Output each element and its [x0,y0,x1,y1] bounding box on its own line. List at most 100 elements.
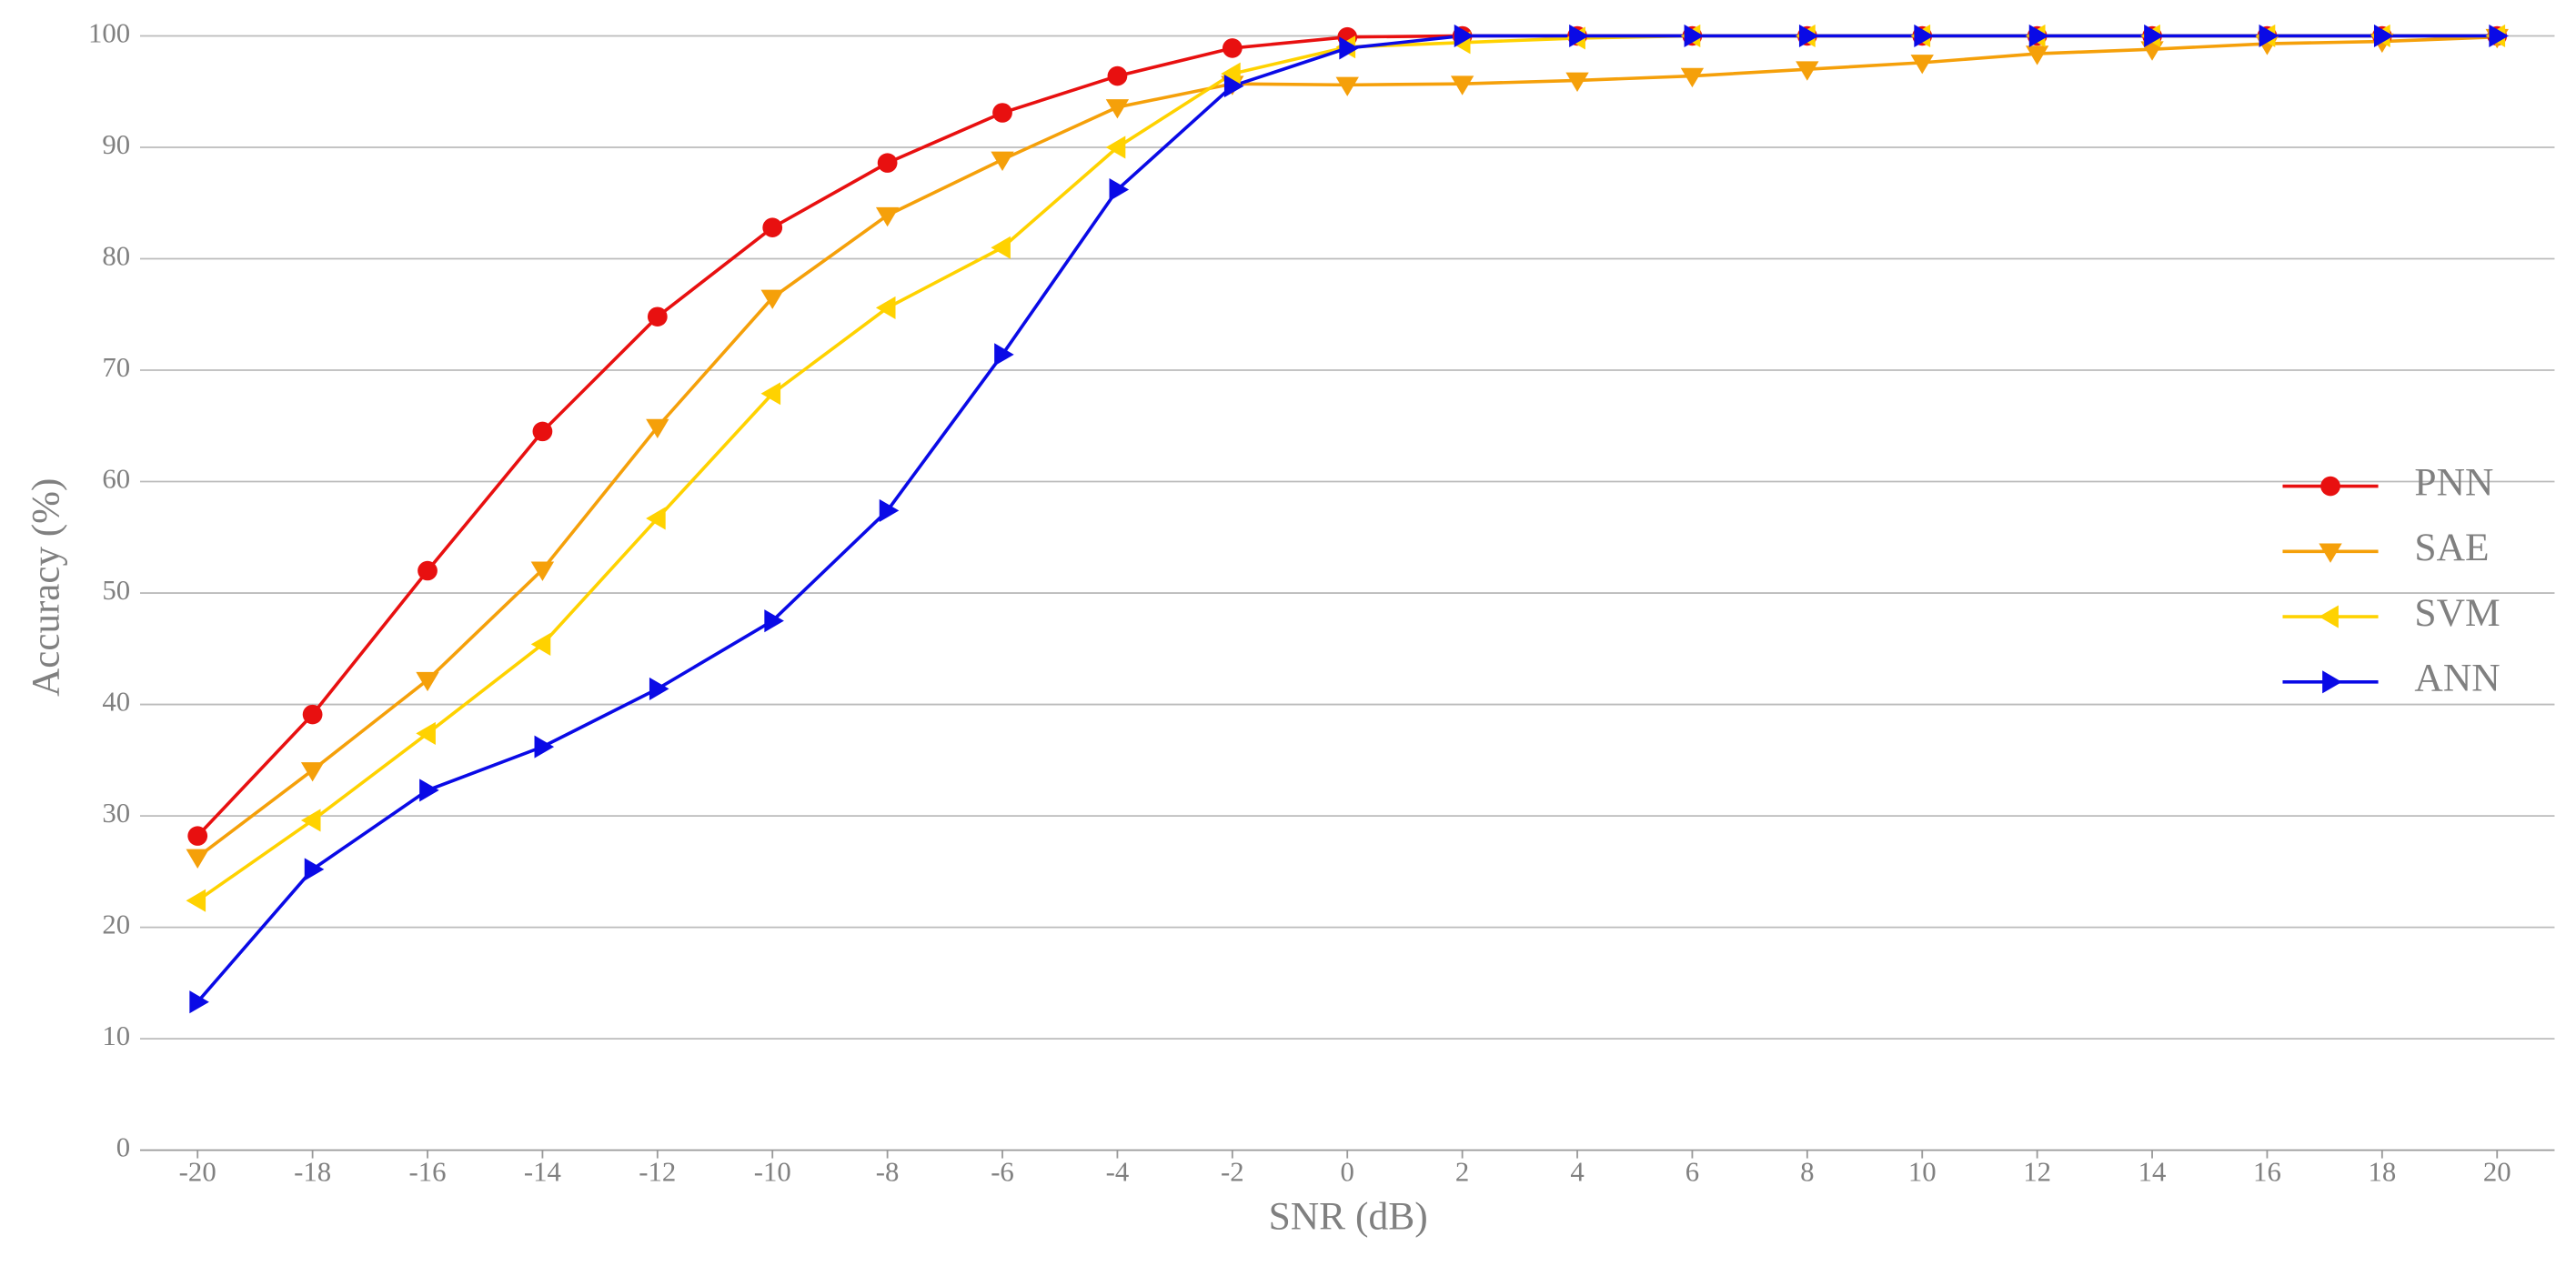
series-line [196,35,2498,859]
data-point [764,609,784,633]
x-tick-label: 10 [1908,1157,1937,1188]
x-tick-label: 6 [1685,1157,1699,1188]
x-tick-label: 2 [1455,1157,1469,1188]
data-point [2373,24,2394,48]
legend-marker [2319,605,2339,628]
data-point [1109,177,1130,202]
x-tick-label: -10 [754,1157,791,1188]
data-point [1105,136,1126,159]
x-tick-label: 14 [2138,1157,2167,1188]
x-axis-title: SNR (dB) [1269,1195,1428,1239]
y-tick-label: 80 [102,241,130,272]
legend-label: PNN [2414,461,2493,505]
x-tick-label: 12 [2023,1157,2051,1188]
data-point [991,236,1011,259]
x-tick-label: 18 [2368,1157,2396,1188]
data-point [1454,24,1474,48]
legend-marker [2322,670,2342,694]
data-point [1335,76,1359,96]
data-point [991,151,1014,172]
data-point [1221,62,1241,85]
data-point [1914,24,1934,48]
data-point [646,507,666,530]
data-point [760,289,784,309]
data-point [300,762,325,782]
data-point [1680,67,1705,88]
data-point [530,632,551,656]
data-point [646,418,669,439]
data-point [1684,24,1705,48]
legend-marker [2319,543,2342,563]
x-tick-label: -14 [524,1157,561,1188]
data-point [2144,24,2164,48]
data-point [879,498,900,522]
data-point [416,721,436,745]
data-point [1339,36,1359,60]
y-tick-label: 90 [102,129,130,160]
data-point [418,560,438,581]
y-tick-label: 10 [102,1020,130,1051]
data-point [994,343,1014,367]
y-tick-label: 20 [102,909,130,940]
data-point [2140,41,2164,61]
x-tick-label: -12 [639,1157,676,1188]
x-tick-label: -4 [1106,1157,1130,1188]
data-point [416,671,439,692]
data-point [1565,72,1589,93]
legend-marker [2320,476,2340,497]
legend-label: SAE [2414,526,2489,569]
y-tick-label: 0 [116,1132,130,1163]
data-point [1105,99,1130,119]
x-tick-label: -20 [179,1157,216,1188]
x-tick-label: 8 [1800,1157,1814,1188]
data-point [1569,24,1589,48]
data-point [875,206,900,227]
data-point [877,153,898,173]
data-point [189,990,209,1014]
data-point [186,849,209,869]
data-point [762,217,783,237]
data-point [760,382,781,406]
x-tick-label: -6 [991,1157,1014,1188]
data-point [875,296,896,319]
data-point [992,103,1012,123]
data-point [302,704,323,725]
legend-label: SVM [2414,591,2500,635]
data-point [300,809,321,832]
data-point [187,826,208,846]
y-tick-label: 70 [102,352,130,383]
data-point [1910,55,1934,75]
data-point [1222,38,1243,58]
data-point [304,858,325,881]
data-point [534,735,555,759]
data-point [532,421,553,442]
data-point [2489,24,2509,48]
x-tick-label: 16 [2253,1157,2281,1188]
data-point [530,561,555,581]
data-point [649,677,669,700]
y-tick-label: 30 [102,798,130,829]
legend-label: ANN [2414,657,2500,700]
data-point [2028,24,2049,48]
y-tick-label: 60 [102,464,130,495]
data-point [647,306,668,327]
x-tick-label: 0 [1341,1157,1354,1188]
data-point [1796,61,1819,81]
data-point [419,779,439,802]
x-tick-label: -16 [408,1157,446,1188]
data-point [2259,24,2279,48]
data-point [1450,75,1474,95]
data-point [186,889,206,912]
series-line [196,34,2498,1003]
x-tick-label: -2 [1221,1157,1244,1188]
y-tick-label: 40 [102,687,130,718]
x-tick-label: 20 [2483,1157,2511,1188]
y-axis-title: Accuracy (%) [24,478,67,697]
y-tick-label: 100 [88,18,130,49]
y-tick-label: 50 [102,575,130,606]
data-point [1223,75,1244,98]
data-point [1798,24,1819,48]
data-point [1107,65,1128,86]
x-tick-label: -18 [294,1157,331,1188]
